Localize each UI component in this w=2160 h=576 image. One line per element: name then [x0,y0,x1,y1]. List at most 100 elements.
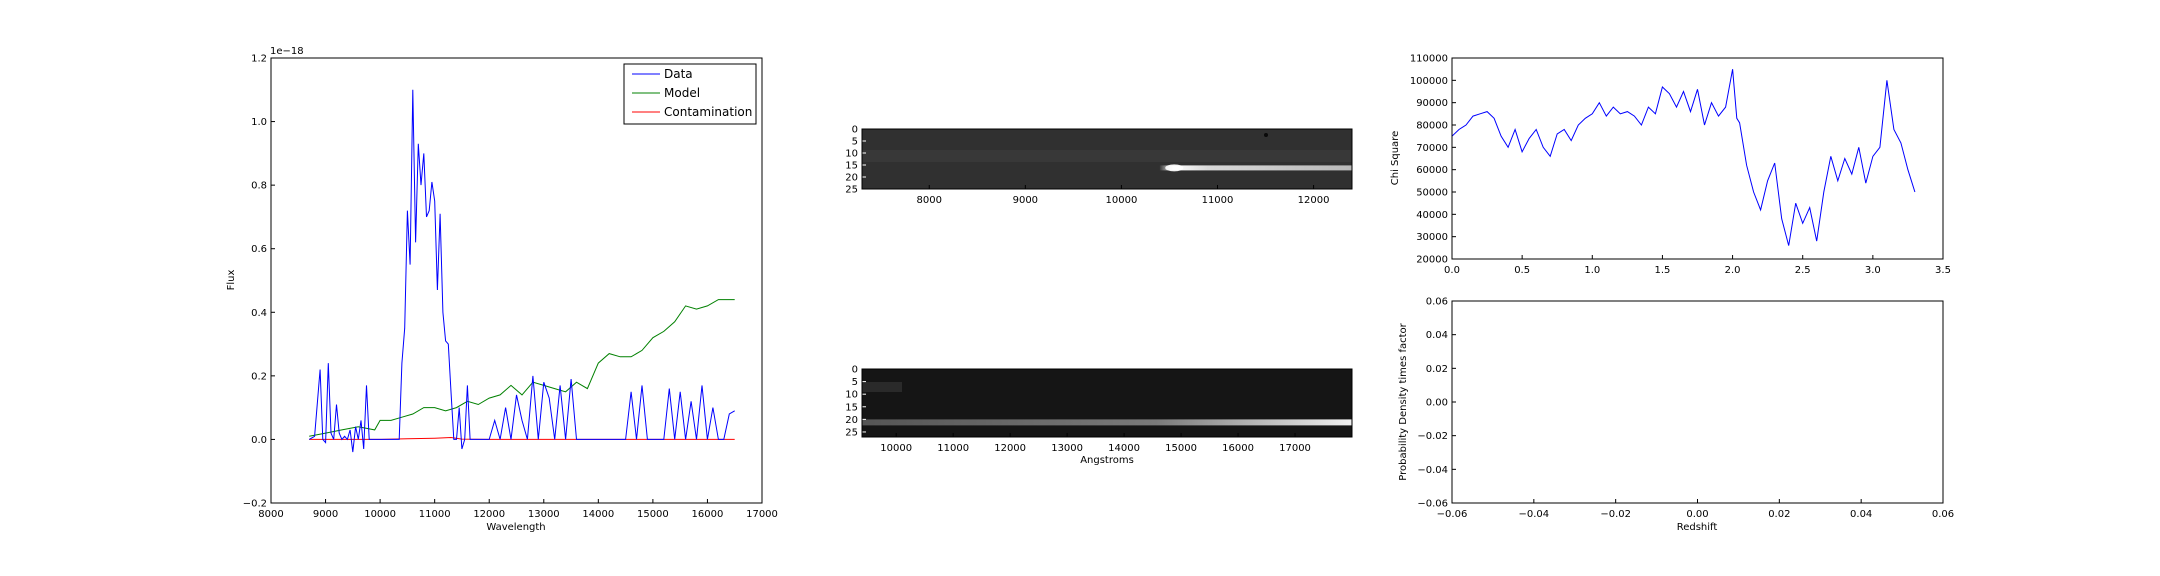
spectrum-x-tick-label: 8000 [258,509,283,520]
chi-square-axes-frame [1451,57,1944,260]
legend-label-data: Data [664,67,693,81]
upper-y-tick-label: 0 [852,125,858,136]
legend-label-contamination: Contamination [664,105,752,119]
upper-y-tick-label: 25 [845,185,858,196]
chi-square-x-tick-label: 1.0 [1584,265,1600,276]
upper-x-tick-label: 12000 [1298,195,1330,206]
probability-x-tick-label: 0.02 [1768,509,1790,520]
chi-square-y-tick-label: 20000 [1416,255,1448,266]
chi-square-y-tick-label: 110000 [1410,54,1448,65]
chi-square-plot: 0.0 0.5 1.0 1.5 2.0 2.5 3.0 3.5 20000 30000 40000 5… [1390,54,1951,277]
lower-x-tick-label: 14000 [1108,443,1140,454]
lower-x-tick-label: 17000 [1279,443,1311,454]
chi-square-y-tick-label: 40000 [1416,210,1448,221]
spectrum-y-tick-label: 1.2 [251,54,267,65]
spectrum-x-tick-label: 16000 [692,509,724,520]
chi-square-series [1452,69,1916,246]
lower-y-tick-label: 5 [852,377,858,388]
chi-square-y-axis-label: Chi Square [1390,131,1401,185]
lower-image-background [862,369,1352,437]
probability-y-tick-label: −0.06 [1417,499,1448,510]
probability-y-tick-label: 0.04 [1426,330,1448,341]
chi-square-y-tick-label: 50000 [1416,188,1448,199]
spectrum-y-tick-label: 1.0 [251,117,267,128]
spectrum-x-axis-label: Wavelength [486,522,545,533]
spectrum-axes-frame [270,57,763,504]
chi-square-x-tick-label: 2.5 [1795,265,1811,276]
spectrum-y-tick-label: 0.4 [251,308,267,319]
spectrum-x-tick-label: 11000 [419,509,451,520]
spectrum-x-tick-label: 14000 [582,509,614,520]
legend-label-model: Model [664,86,700,100]
probability-x-tick-label: −0.02 [1600,509,1631,520]
chi-square-x-tick-label: 0.0 [1444,265,1460,276]
spectrum-x-tick-label: 17000 [746,509,778,520]
lower-x-tick-label: 10000 [880,443,912,454]
lower-x-axis-label: Angstroms [1080,455,1134,466]
probability-y-tick-label: 0.00 [1426,398,1448,409]
probability-x-tick-label: −0.04 [1519,509,1550,520]
upper-x-tick-label: 8000 [917,195,942,206]
probability-y-tick-label: −0.02 [1417,431,1448,442]
lower-spectral-trace [862,419,1352,426]
upper-dark-pixel [1264,133,1268,137]
lower-x-tick-label: 16000 [1222,443,1254,454]
spectrum-x-tick-label: 10000 [364,509,396,520]
upper-x-tick-label: 9000 [1013,195,1038,206]
lower-x-tick-label: 15000 [1165,443,1197,454]
chi-square-x-tick-label: 3.0 [1865,265,1881,276]
probability-y-tick-label: 0.02 [1426,364,1448,375]
chi-square-y-tick-label: 70000 [1416,143,1448,154]
lower-image-frame [861,368,1353,438]
upper-x-tick-label: 11000 [1202,195,1234,206]
probability-x-tick-label: 0.04 [1850,509,1872,520]
spectrum-y-tick-label: 0.2 [251,371,267,382]
probability-x-axis-label: Redshift [1677,522,1718,533]
spectrum-series-data [308,89,735,453]
spectrum-plot: 8000 9000 10000 11000 12000 13000 14000 15000 16… [226,46,778,533]
upper-image-frame [861,128,1353,190]
spectrum-y-tick-label: 0.0 [251,435,267,446]
spectrum-y-tick-label: 0.6 [251,244,267,255]
lower-y-tick-label: 0 [852,365,858,376]
lower-y-tick-label: 25 [845,427,858,438]
chi-square-x-tick-label: 3.5 [1935,265,1951,276]
spectrum-legend: Data Model Contamination [623,63,757,125]
upper-y-tick-label: 20 [845,173,858,184]
probability-y-axis-label: Probability Density times factor [1398,322,1409,480]
lower-image-patch [862,382,902,392]
probability-x-tick-label: 0.06 [1932,509,1954,520]
upper-spectral-trace [1159,165,1352,171]
upper-image-band [862,150,1352,162]
spectrum-x-tick-label: 9000 [313,509,338,520]
chi-square-x-tick-label: 0.5 [1514,265,1530,276]
upper-x-tick-label: 10000 [1106,195,1138,206]
lower-y-tick-label: 15 [845,402,858,413]
probability-x-tick-label: −0.06 [1437,509,1468,520]
chi-square-x-tick-label: 1.5 [1654,265,1670,276]
probability-y-tick-label: 0.06 [1426,297,1448,308]
lower-x-tick-label: 11000 [937,443,969,454]
spectrum-x-tick-label: 15000 [637,509,669,520]
lower-y-tick-label: 20 [845,415,858,426]
probability-y-tick-label: −0.04 [1417,465,1448,476]
spectrum-2d-lower: 10000 11000 12000 13000 14000 15000 16000 17000… [845,365,1353,466]
spectrum-x-tick-label: 12000 [473,509,505,520]
chi-square-x-tick-label: 2.0 [1725,265,1741,276]
spectrum-y-axis-label: Flux [226,270,237,291]
probability-axes-frame [1451,300,1944,504]
spectrum-offset-text: 1e−18 [270,46,304,57]
lower-y-tick-label: 10 [845,390,858,401]
chi-square-y-tick-label: 30000 [1416,232,1448,243]
spectrum-x-tick-label: 13000 [528,509,560,520]
chi-square-y-tick-label: 90000 [1416,98,1448,109]
spectrum-y-tick-label: −0.2 [243,499,267,510]
upper-y-tick-label: 10 [845,149,858,160]
spectrum-y-tick-label: 0.8 [251,181,267,192]
probability-density-plot: −0.06 −0.04 −0.02 0.00 0.02 0.04 0.06 −0.06 −0.0… [1398,297,1954,534]
lower-x-tick-label: 13000 [1051,443,1083,454]
spectrum-series-model [309,299,735,437]
lower-x-tick-label: 12000 [994,443,1026,454]
